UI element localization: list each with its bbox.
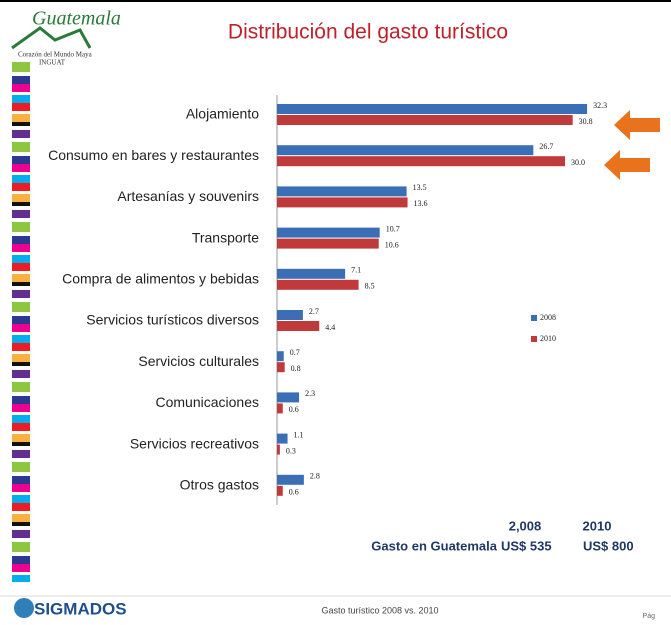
legend-label: 2010 [540,334,556,343]
value-label: 8.5 [365,282,375,291]
value-label: 13.6 [414,199,428,208]
category-label: Compra de alimentos y bebidas [62,271,259,287]
category-label: Servicios recreativos [130,435,259,451]
bar [277,197,408,208]
value-label: 30.8 [579,117,593,126]
logo-tagline: Corazón del Mundo Maya [18,51,93,59]
arrow [614,110,660,140]
category-label: Servicios turísticos diversos [86,312,259,328]
bar [277,351,284,362]
value-label: 0.3 [286,446,296,455]
category-label: Consumo en bares y restaurantes [48,147,259,163]
bar [277,186,407,197]
summary-amount: US$ 535 [501,538,552,553]
legend-label: 2008 [540,313,556,322]
color-strip [12,62,30,582]
value-label: 4.4 [325,323,335,332]
value-label: 13.5 [413,183,427,192]
value-label: 10.6 [385,240,399,249]
category-label: Comunicaciones [156,394,260,410]
summary-amount: US$ 800 [583,538,634,553]
value-label: 26.7 [539,142,553,151]
bar [277,145,534,156]
value-label: 2.3 [305,389,315,398]
footer-caption: Gasto turístico 2008 vs. 2010 [321,605,438,615]
value-label: 2.7 [309,307,319,316]
category-label: Servicios culturales [138,353,259,369]
bar [277,238,379,249]
value-label: 10.7 [386,224,400,233]
summary-year: 2010 [583,518,612,533]
logo-org: INGUAT [39,59,66,67]
legend-swatch [531,315,537,321]
category-label: Transporte [192,229,259,245]
value-label: 32.3 [593,101,607,110]
category-label: Otros gastos [180,477,259,493]
value-label: 0.7 [290,348,300,357]
bar [277,227,380,238]
category-label: Alojamiento [186,106,259,122]
arrows [604,110,660,180]
value-label: 0.6 [289,405,299,414]
value-label: 1.1 [294,430,304,439]
footer-globe [14,598,34,618]
bar [277,321,320,331]
bar [277,403,283,414]
bar [277,268,346,279]
bar [277,485,283,496]
legend-swatch [531,336,537,342]
value-label: 7.1 [351,266,361,275]
summary-label: Gasto en Guatemala [371,538,497,553]
value-label: 0.6 [289,488,299,497]
bar [277,156,565,167]
value-label: 30.0 [571,158,585,167]
logo-mark [11,26,92,50]
summary-year: 2,008 [509,518,542,533]
logo-name: Guatemala [32,8,121,30]
value-label: 2.8 [310,472,320,481]
bar [277,115,573,125]
footer-brand: SIGMADOS [34,599,127,618]
bar [277,362,285,373]
bar [277,433,288,444]
chart-title: Distribución del gasto turístico [228,21,508,44]
category-label: Artesanías y souvenirs [117,188,259,204]
bar [277,474,304,485]
bar [277,444,280,455]
bar [277,392,300,403]
arrow [604,150,650,180]
bar [277,310,303,320]
footer-page: Pág [643,613,656,620]
bar [277,104,588,114]
value-label: 0.8 [291,364,301,373]
bar [277,279,359,290]
